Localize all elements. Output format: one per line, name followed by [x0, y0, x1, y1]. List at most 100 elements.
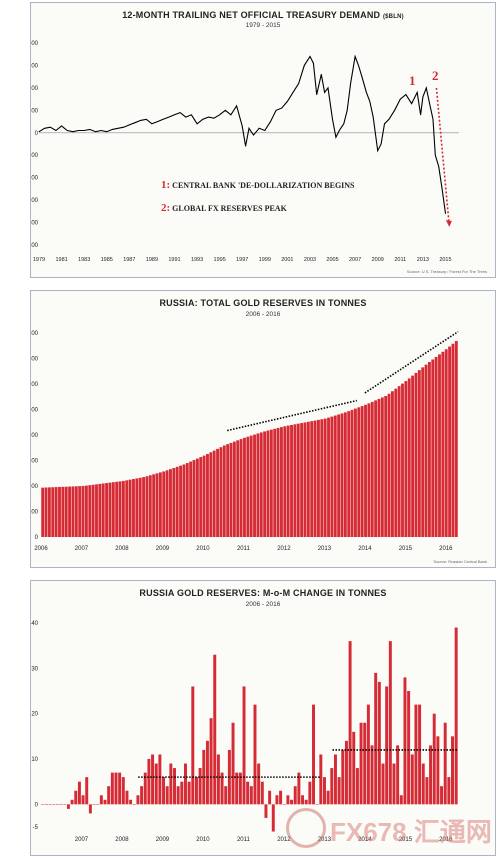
x-tick-label: 1993	[191, 257, 203, 263]
data-point	[78, 130, 79, 131]
chart1-subtitle: 1979 - 2015	[245, 22, 281, 29]
x-tick-label: 2014	[358, 546, 372, 552]
bar	[296, 423, 300, 537]
bar	[235, 772, 239, 805]
bar	[407, 691, 411, 805]
bar	[357, 407, 361, 537]
data-point	[196, 123, 198, 125]
x-tick-label: 2003	[304, 257, 316, 263]
bar	[118, 772, 122, 805]
bar	[107, 786, 111, 805]
y-tick-label: -100	[31, 153, 39, 159]
y-tick-label: 100	[31, 108, 39, 114]
bar	[273, 428, 277, 537]
bar	[344, 740, 348, 805]
data-point	[213, 117, 215, 119]
data-point	[384, 123, 385, 125]
data-point	[100, 130, 102, 131]
bar	[330, 768, 334, 805]
chart2-title: RUSSIA: TOTAL GOLD RESERVES IN TONNES	[159, 298, 367, 308]
data-point	[343, 123, 345, 125]
x-tick-label: 2008	[115, 837, 129, 843]
data-point	[286, 100, 288, 102]
watermark-logo-icon	[286, 808, 326, 848]
data-point	[44, 127, 46, 129]
bar	[282, 804, 286, 805]
watermark-text: FX678 汇通网	[330, 817, 492, 847]
data-point	[303, 65, 305, 66]
bar	[98, 483, 102, 537]
bar	[330, 416, 334, 537]
data-point	[324, 91, 326, 93]
data-point	[292, 91, 294, 93]
bar	[350, 409, 354, 537]
bar	[229, 442, 233, 537]
x-tick-label: 2005	[326, 257, 338, 263]
data-point	[253, 134, 254, 136]
bar	[259, 432, 263, 537]
data-point	[162, 118, 164, 120]
bar	[407, 378, 411, 537]
bar	[256, 433, 260, 537]
bar	[194, 777, 198, 805]
bar	[269, 429, 273, 537]
bar	[310, 421, 314, 537]
data-point	[55, 130, 57, 131]
data-point	[168, 116, 170, 118]
x-tick-label: 2012	[277, 837, 291, 843]
bar	[216, 448, 219, 537]
bar	[140, 786, 144, 805]
bar	[363, 722, 367, 805]
x-tick-label: 2007	[75, 546, 89, 552]
x-tick-label: 2015	[439, 257, 451, 263]
bar	[451, 736, 454, 805]
data-point	[309, 56, 311, 57]
bar	[264, 804, 268, 818]
treasury-demand-chart: 400 300 200 100 0 -100 -200 -300 -400 -500 1979 198…	[31, 41, 459, 263]
bar	[70, 799, 74, 805]
bar	[108, 482, 112, 537]
bar	[421, 763, 425, 805]
bar	[182, 464, 186, 537]
bar	[290, 799, 294, 805]
bar	[337, 777, 341, 805]
x-tick-label: 1999	[259, 257, 271, 263]
x-tick-label: 1989	[146, 257, 158, 263]
bar	[209, 718, 213, 805]
data-point	[106, 131, 108, 133]
data-point	[432, 118, 434, 120]
bar	[99, 795, 103, 805]
annotation-2: 2	[432, 68, 439, 83]
x-tick-label: 2013	[318, 837, 332, 843]
bar	[396, 745, 400, 805]
bar	[399, 795, 403, 805]
data-point	[191, 114, 192, 116]
y-tick-label: -200	[31, 176, 39, 182]
bar	[91, 484, 95, 537]
bar	[454, 340, 458, 537]
bar	[249, 435, 253, 537]
bar	[202, 455, 206, 537]
data-point	[128, 124, 130, 126]
y-tick-label: 20	[31, 712, 38, 718]
legend-item-1: 1: CENTRAL BANK 'DE-DOLLARIZATION BEGINS	[161, 179, 355, 191]
russia-gold-mom-panel: 40 30 20 10 0 -5 2007 2008 2009 2010 2011 2012 2013 2…	[30, 580, 496, 856]
bar	[279, 790, 283, 805]
x-tick-label: 2007	[75, 837, 89, 843]
bar	[71, 486, 75, 537]
y-tick-label: 200	[31, 510, 39, 516]
bar	[276, 427, 280, 537]
data-point	[388, 118, 390, 120]
data-point	[312, 62, 314, 64]
bar	[320, 419, 324, 537]
bar	[354, 408, 357, 537]
bar	[115, 481, 119, 537]
bar	[293, 424, 297, 537]
bar	[47, 487, 51, 537]
bar	[64, 486, 68, 537]
bar	[165, 470, 169, 537]
bar	[195, 458, 199, 537]
bar	[326, 790, 330, 805]
bar	[447, 777, 451, 805]
